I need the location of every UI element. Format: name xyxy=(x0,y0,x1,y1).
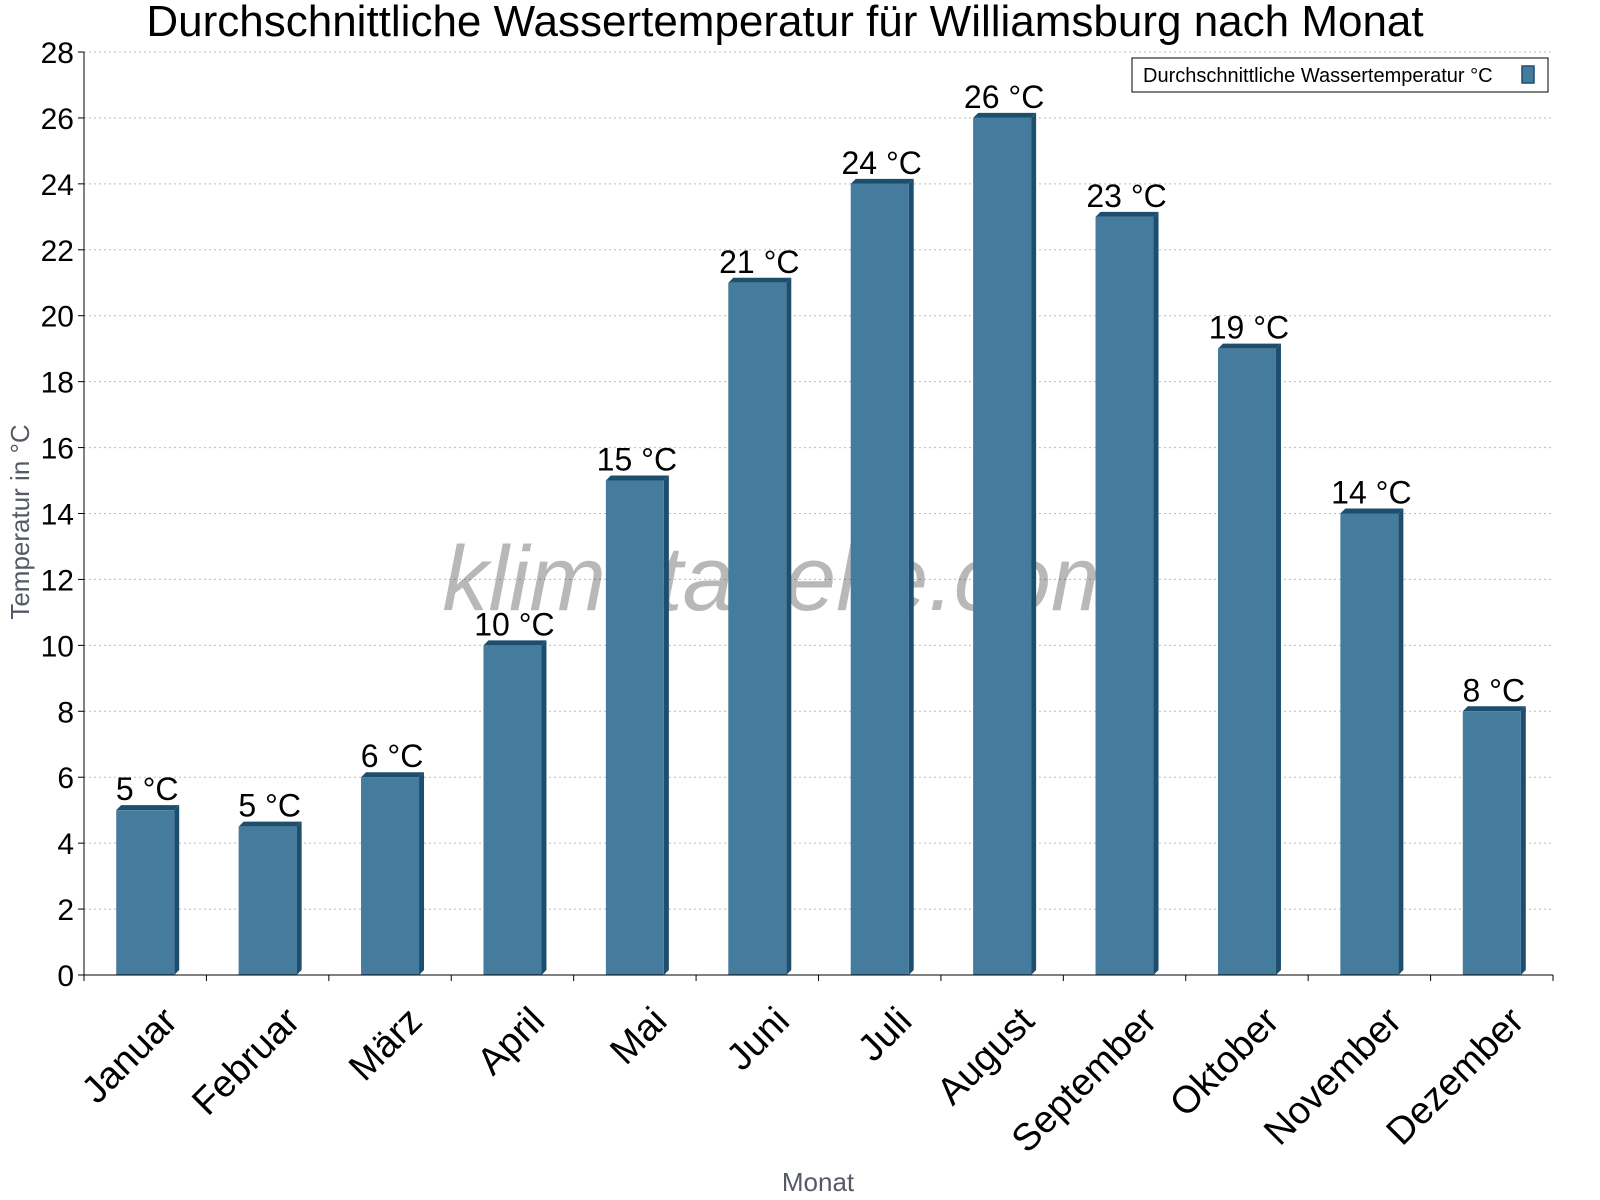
bar-side xyxy=(1031,112,1037,975)
data-label: 19 °C xyxy=(1209,310,1289,346)
x-tick-label: Januar xyxy=(74,1000,186,1112)
bar xyxy=(361,777,420,975)
bar xyxy=(1340,513,1399,975)
legend: Durchschnittliche Wassertemperatur °C xyxy=(1131,57,1549,93)
bar-side xyxy=(1398,508,1404,975)
x-tick-label: Oktober xyxy=(1162,1000,1288,1126)
y-tick-label: 28 xyxy=(41,37,74,70)
bars xyxy=(116,112,1526,976)
bar xyxy=(1095,216,1154,976)
bar-side xyxy=(663,475,669,975)
bar-top xyxy=(1217,343,1281,349)
legend-swatch xyxy=(1521,65,1535,84)
data-label: 14 °C xyxy=(1331,475,1411,511)
chart-title: Durchschnittliche Wassertemperatur für W… xyxy=(146,0,1423,46)
bar xyxy=(238,826,297,975)
bar xyxy=(605,480,664,975)
data-label: 8 °C xyxy=(1462,672,1525,708)
bar xyxy=(116,810,175,975)
x-axis-label: Monat xyxy=(782,1167,855,1197)
data-label: 21 °C xyxy=(719,244,799,280)
bar-top xyxy=(728,277,792,283)
bar-top xyxy=(1095,211,1159,217)
bar-side xyxy=(1275,343,1281,975)
bar-side xyxy=(541,640,547,975)
y-tick-label: 2 xyxy=(57,894,74,927)
bar-side xyxy=(1520,706,1526,975)
y-tick-label: 14 xyxy=(41,499,74,532)
legend-entry-label: Durchschnittliche Wassertemperatur °C xyxy=(1143,65,1493,87)
y-tick-label: 8 xyxy=(57,696,74,729)
data-labels: 5 °C 5 °C 6 °C 10 °C 15 °C 21 °C 24 °C 26 °C 23 … xyxy=(116,79,1525,824)
y-axis-label: Temperatur in °C xyxy=(5,424,35,619)
bar-side xyxy=(786,277,792,975)
bar xyxy=(850,183,909,975)
bar xyxy=(483,645,542,975)
y-tick-label: 0 xyxy=(57,960,74,993)
y-tick-label: 22 xyxy=(41,235,74,268)
bar-side xyxy=(419,772,425,975)
x-tick-label: Mai xyxy=(602,1000,675,1073)
bar-top xyxy=(238,821,302,827)
y-tick-label: 20 xyxy=(41,301,74,334)
data-label: 15 °C xyxy=(597,442,677,478)
legend-box xyxy=(1131,57,1549,93)
bar-side xyxy=(908,178,914,975)
y-tick-label: 24 xyxy=(41,169,74,202)
y-tick-label: 4 xyxy=(57,828,74,861)
bar-side xyxy=(174,805,180,975)
data-label: 10 °C xyxy=(474,606,554,642)
data-label: 26 °C xyxy=(964,79,1044,115)
y-tick-label: 26 xyxy=(41,103,74,136)
bar xyxy=(973,117,1032,975)
bar-top xyxy=(973,112,1037,118)
data-label: 23 °C xyxy=(1086,178,1166,214)
x-tick-label: April xyxy=(470,1000,553,1083)
bar-top xyxy=(483,640,547,646)
x-tick-label: Juni xyxy=(719,1000,798,1079)
bar-top xyxy=(1340,508,1404,514)
bar-top xyxy=(605,475,669,481)
bar-top xyxy=(116,805,180,811)
x-tick-label: Februar xyxy=(184,1000,308,1124)
data-label: 6 °C xyxy=(361,738,424,774)
bar xyxy=(1217,348,1276,975)
y-tick-label: 16 xyxy=(41,433,74,466)
x-tick-label: August xyxy=(929,1000,1043,1114)
bar-top xyxy=(1462,706,1526,712)
bar-side xyxy=(1153,211,1159,976)
bar-top xyxy=(850,178,914,184)
bar xyxy=(1462,711,1521,975)
y-tick-label: 18 xyxy=(41,367,74,400)
bar-side xyxy=(296,821,302,975)
y-tick-label: 12 xyxy=(41,564,74,597)
data-label: 5 °C xyxy=(238,788,301,824)
x-tick-label: Juli xyxy=(850,1000,920,1070)
y-tick-label: 6 xyxy=(57,762,74,795)
bar xyxy=(728,282,787,975)
y-tick-label: 10 xyxy=(41,630,74,663)
bar-top xyxy=(361,772,425,778)
data-label: 5 °C xyxy=(116,771,179,807)
data-label: 24 °C xyxy=(842,145,922,181)
x-tick-label: März xyxy=(341,1000,430,1089)
